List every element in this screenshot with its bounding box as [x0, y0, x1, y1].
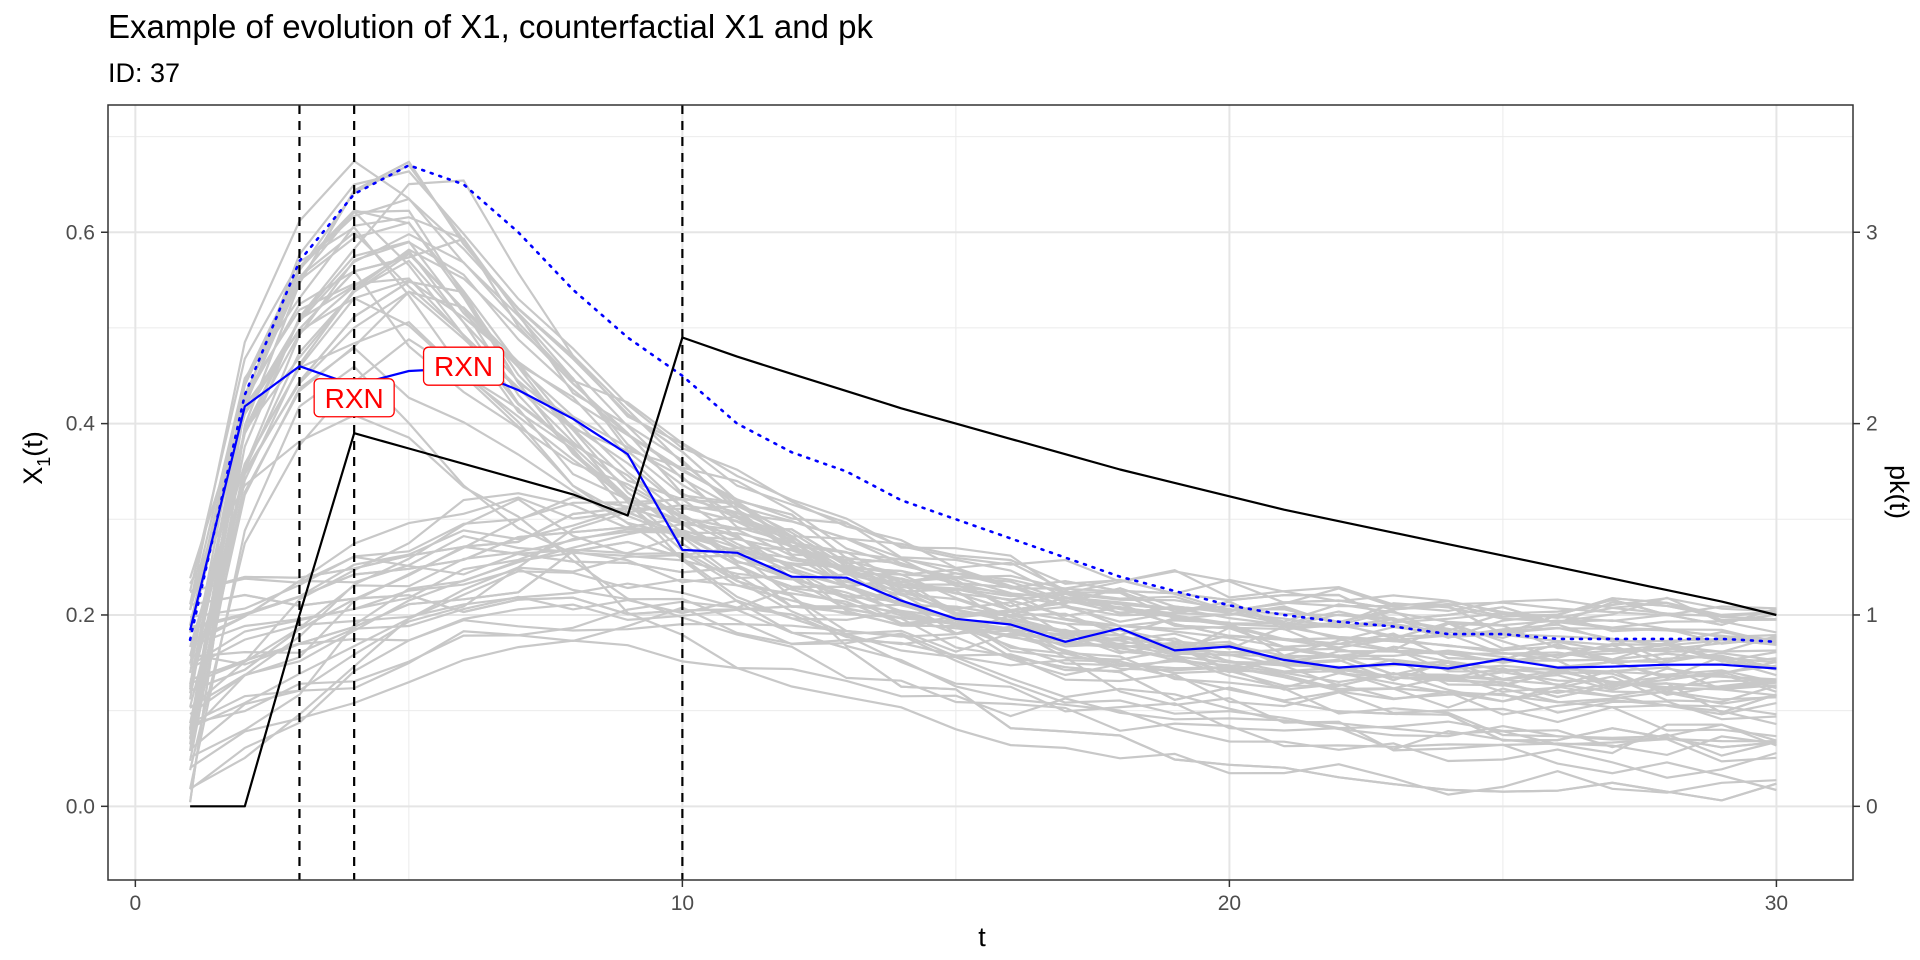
y-tick-label: 0.0 [66, 795, 95, 818]
background-trajectory [189, 210, 1777, 738]
x-tick-label: 0 [130, 892, 142, 915]
vertical-reference-lines [298, 105, 684, 880]
x-tick-label: 10 [671, 892, 694, 915]
x-axis: 0 10 20 30 [130, 880, 1788, 915]
background-trajectory [189, 545, 1777, 627]
background-trajectory [189, 540, 1777, 681]
background-trajectory [189, 237, 1777, 714]
annotation-label: RXN [422, 346, 505, 386]
background-trajectory [189, 221, 1777, 721]
chart-title: Example of evolution of X1, counterfacti… [108, 8, 873, 45]
y2-tick-label: 0 [1866, 795, 1878, 818]
y-tick-label: 0.6 [66, 221, 95, 244]
background-trajectory [189, 593, 1777, 636]
background-trajectory [189, 365, 1777, 796]
background-trajectory [189, 498, 1777, 792]
y-axis-right: 0 1 2 3 [1853, 221, 1878, 818]
background-trajectory [189, 506, 1777, 749]
y-axis-title-subscript: 1 [34, 457, 54, 467]
background-trajectory [189, 530, 1777, 703]
background-trajectory [189, 639, 1777, 769]
panel-background [108, 105, 1853, 880]
y-axis-title-tail: (t) [18, 431, 48, 456]
y2-axis-title: pk(t) [1884, 465, 1914, 519]
panel-border [107, 104, 1854, 881]
y-tick-label: 0.4 [66, 413, 96, 436]
background-trajectory [189, 619, 1777, 666]
series-line-counterfactual [188, 164, 1778, 644]
annotation-text: RXN [325, 383, 384, 414]
annotation-box [422, 346, 505, 386]
annotation-label: RXN [313, 378, 395, 418]
background-trajectory [189, 160, 1777, 803]
background-trajectory [189, 252, 1777, 779]
annotations: RXN RXN [313, 346, 505, 418]
background-trajectory [189, 170, 1777, 735]
background-trajectory [189, 290, 1777, 708]
background-trajectory [189, 209, 1777, 757]
y-axis-title-main: X [18, 467, 48, 485]
y2-tick-label: 1 [1866, 604, 1878, 627]
y2-tick-label: 2 [1866, 413, 1878, 436]
chart-subtitle: ID: 37 [108, 58, 180, 88]
y2-tick-label: 3 [1866, 221, 1878, 244]
background-trajectory [189, 606, 1777, 725]
x-axis-title: t [978, 922, 986, 952]
annotation-box [313, 378, 395, 418]
background-trajectory [189, 232, 1777, 633]
background-trajectory [189, 159, 1777, 691]
annotation-text: RXN [434, 351, 493, 382]
y-tick-label: 0.2 [66, 604, 95, 627]
background-trajectory [189, 528, 1777, 685]
background-trajectory [189, 496, 1777, 646]
y-axis-title: X1(t) [18, 431, 54, 485]
x-tick-label: 20 [1218, 892, 1241, 915]
x-tick-label: 30 [1765, 892, 1788, 915]
background-trajectory [189, 280, 1777, 802]
series-line-pk [190, 336, 1777, 808]
plot-panel: RXN RXN [107, 104, 1854, 881]
background-trajectory [189, 492, 1777, 709]
grid-minor [108, 105, 1853, 880]
y-axis-left: 0.0 0.2 0.4 0.6 [66, 221, 108, 818]
background-trajectory [189, 413, 1777, 757]
